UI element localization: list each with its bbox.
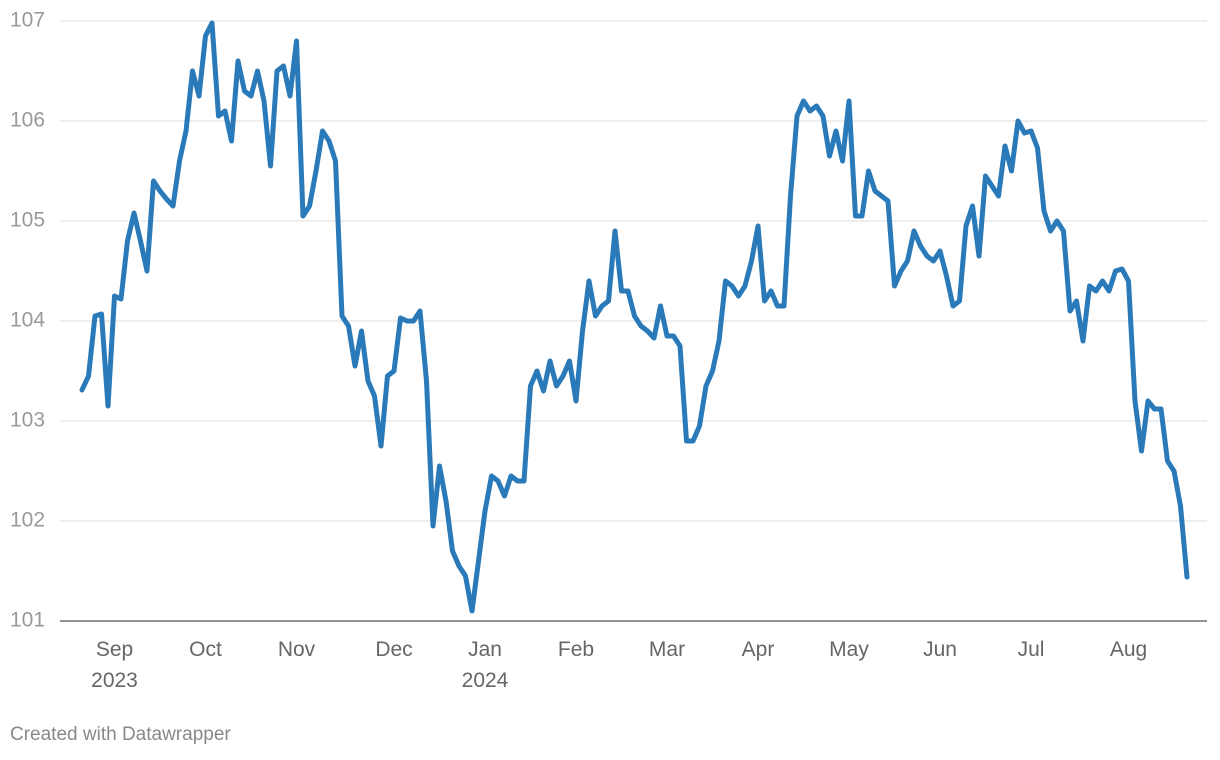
x-tick-label: May [829, 638, 869, 661]
x-tick-label: Feb [557, 638, 595, 661]
x-tick-label: Jun [923, 638, 957, 661]
line [79, 20, 1190, 614]
x-tick-label: Nov [277, 638, 316, 661]
x-tick-label: Aug [1109, 638, 1148, 661]
x-tick-label: Oct [189, 638, 222, 661]
y-tick-label: 106 [10, 109, 45, 132]
x-tick-label: Jan 2024 [461, 638, 509, 692]
y-tick-label: 107 [10, 9, 45, 32]
y-tick-label: 102 [10, 509, 45, 532]
credit: Created with Datawrapper [10, 724, 231, 745]
y-tick-label: 101 [10, 609, 45, 632]
y-tick-label: 105 [10, 209, 45, 232]
y-tick-label: 104 [10, 309, 45, 332]
y-tick-label: 103 [10, 409, 45, 432]
x-tick-label: Apr [741, 638, 775, 661]
x-tick-label: Mar [648, 638, 686, 661]
x-tick-label: Sep 2023 [91, 638, 138, 692]
x-tick-label: Dec [375, 638, 413, 661]
x-tick-label: Jul [1017, 638, 1045, 661]
